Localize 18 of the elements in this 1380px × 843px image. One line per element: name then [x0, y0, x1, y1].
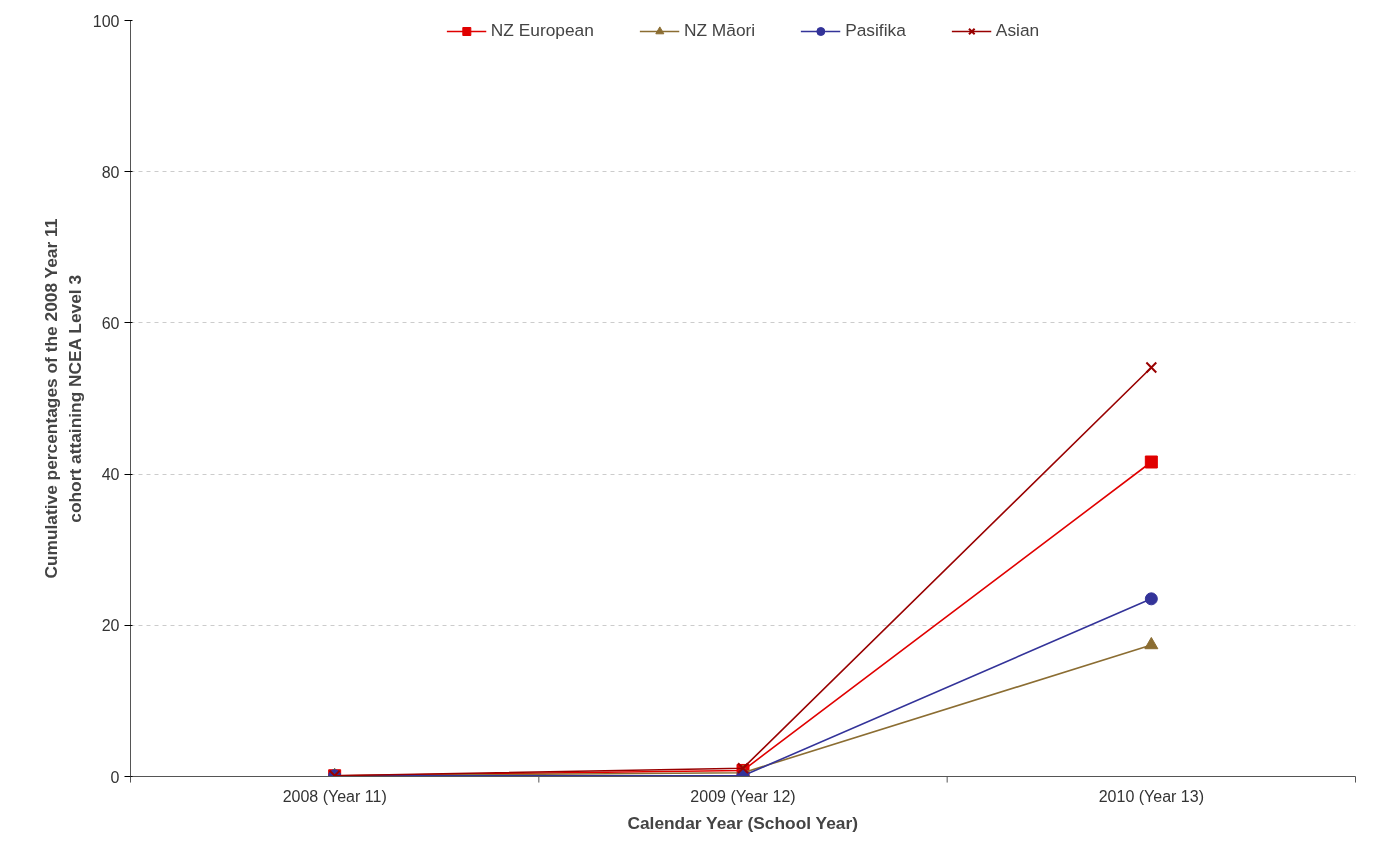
- legend-label: NZ Māori: [683, 20, 756, 41]
- legend-label: NZ European: [490, 20, 594, 41]
- y-tick-label: 20: [101, 617, 120, 635]
- y-tick-label: 60: [101, 314, 120, 332]
- x-axis-title: Calendar Year (School Year): [627, 812, 858, 833]
- x-tick-label: 2008 (Year 11): [282, 787, 387, 805]
- y-tick-label: 40: [101, 466, 120, 484]
- legend-label: Asian: [995, 20, 1040, 41]
- x-tick-label: 2010 (Year 13): [1098, 787, 1204, 805]
- point: [1144, 592, 1158, 606]
- y-tick-label: 0: [110, 768, 120, 786]
- point: [1144, 455, 1158, 469]
- y-tick-label: 100: [92, 12, 120, 30]
- x-tick-label: 2009 (Year 12): [690, 787, 796, 805]
- point: [1145, 361, 1158, 374]
- y-tick-label: 80: [101, 163, 120, 181]
- y-axis-title: Cumulative percentages of the 2008 Year 11 cohort attaining NCEA Level 3: [40, 218, 85, 579]
- legend-label: Pasifika: [845, 20, 906, 41]
